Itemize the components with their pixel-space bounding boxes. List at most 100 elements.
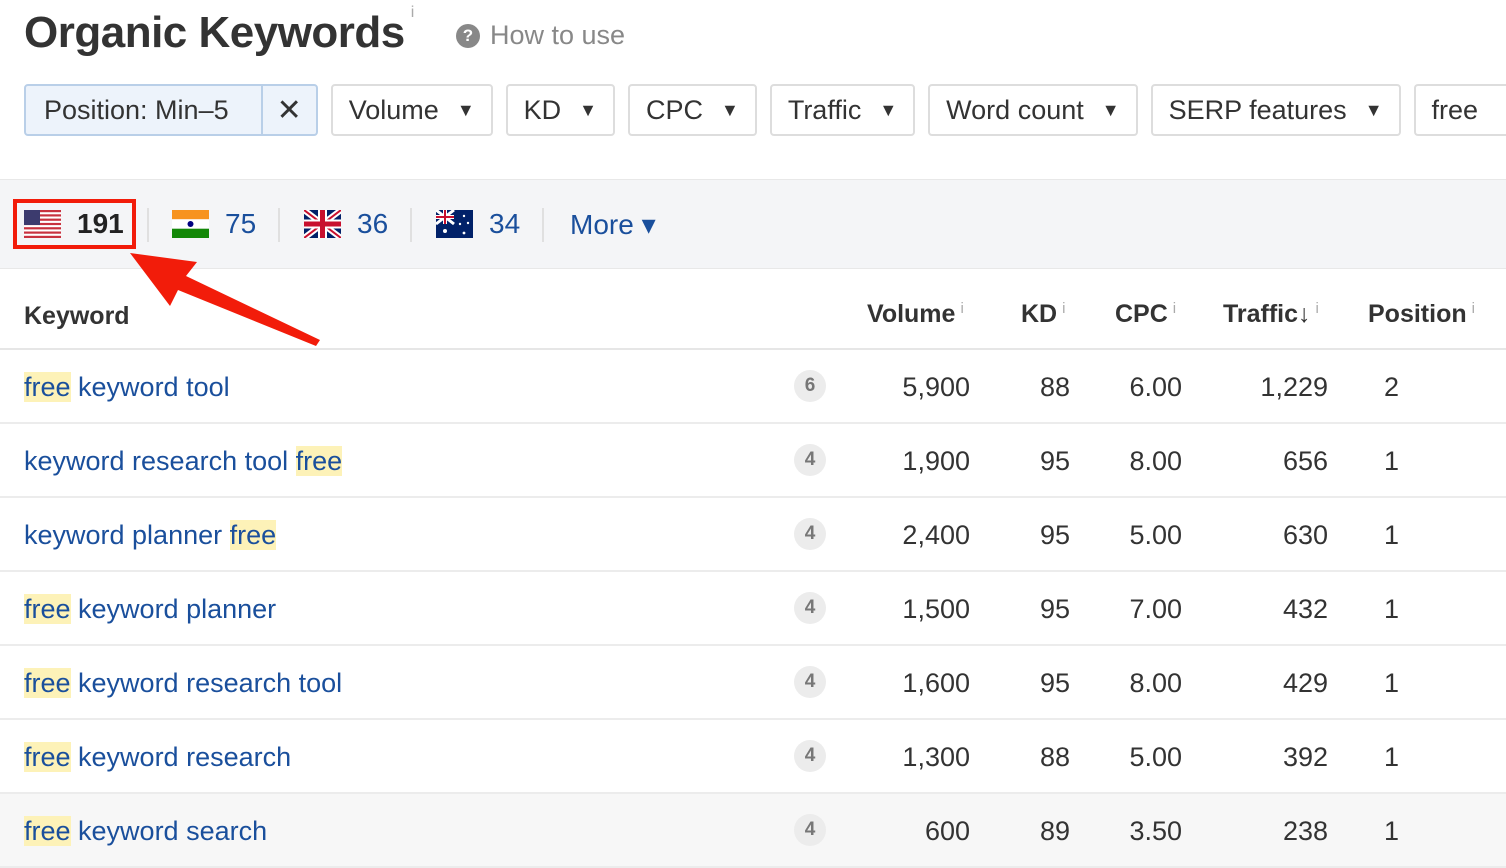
position-cell: 2 bbox=[1384, 372, 1400, 402]
keyword-highlight: free bbox=[24, 742, 71, 772]
column-kd[interactable]: KD i bbox=[1021, 300, 1066, 328]
caret-down-icon: ▼ bbox=[1101, 99, 1120, 120]
volume-cell: 2,400 bbox=[902, 520, 970, 550]
caret-down-icon: ▼ bbox=[879, 99, 898, 120]
caret-down-icon: ▼ bbox=[1364, 99, 1383, 120]
table-header: Keyword Volume i KD i CPC i Traffic↓ i Posit… bbox=[0, 280, 1506, 350]
page-title: Organic Keywords i bbox=[24, 4, 414, 57]
keyword-search-input[interactable]: free bbox=[1413, 84, 1506, 136]
traffic-cell: 656 bbox=[1282, 446, 1328, 476]
traffic-cell: 1,229 bbox=[1260, 372, 1328, 402]
position-filter[interactable]: Position: Min–5 ✕ bbox=[24, 84, 318, 136]
serp-features-badge[interactable]: 4 bbox=[794, 666, 826, 698]
help-icon: ? bbox=[456, 23, 480, 48]
keyword-highlight: free bbox=[295, 446, 343, 476]
position-cell: 1 bbox=[1384, 668, 1400, 698]
serp-features-badge[interactable]: 4 bbox=[794, 592, 826, 624]
country-india[interactable]: 75 bbox=[172, 208, 256, 240]
table-row: keyword research tool free 4 1,900 95 8.… bbox=[0, 424, 1506, 498]
traffic-filter[interactable]: Traffic ▼ bbox=[769, 84, 916, 136]
info-icon: i bbox=[1471, 300, 1475, 317]
volume-filter[interactable]: Volume ▼ bbox=[330, 84, 493, 136]
info-icon: i bbox=[1315, 300, 1319, 317]
position-cell: 1 bbox=[1384, 446, 1400, 476]
position-cell: 1 bbox=[1384, 816, 1400, 846]
kd-cell: 89 bbox=[1039, 816, 1070, 846]
serp-features-badge[interactable]: 6 bbox=[794, 370, 826, 402]
column-position[interactable]: Position i bbox=[1368, 300, 1475, 328]
annotation-highlight-box bbox=[13, 199, 136, 249]
keyword-link[interactable]: free keyword planner bbox=[24, 594, 277, 624]
serp-features-badge[interactable]: 4 bbox=[794, 444, 826, 476]
keyword-link[interactable]: free keyword tool bbox=[24, 372, 230, 402]
cpc-cell: 5.00 bbox=[1129, 742, 1182, 772]
clear-filter-button[interactable]: ✕ bbox=[260, 86, 316, 134]
table-row: keyword planner free 4 2,400 95 5.00 630… bbox=[0, 498, 1506, 572]
kd-cell: 95 bbox=[1039, 668, 1070, 698]
keyword-link[interactable]: free keyword search bbox=[24, 816, 268, 846]
how-to-use-link[interactable]: ? How to use bbox=[456, 20, 625, 51]
column-volume[interactable]: Volume i bbox=[867, 300, 964, 328]
cpc-cell: 3.50 bbox=[1129, 816, 1182, 846]
serp-features-badge[interactable]: 4 bbox=[794, 814, 826, 846]
caret-down-icon: ▼ bbox=[456, 99, 475, 120]
kd-cell: 88 bbox=[1039, 372, 1070, 402]
cpc-filter[interactable]: CPC ▼ bbox=[627, 84, 757, 136]
traffic-cell: 432 bbox=[1282, 594, 1328, 624]
info-icon: i bbox=[1062, 300, 1066, 317]
serp-features-badge[interactable]: 4 bbox=[794, 518, 826, 550]
table-row: free keyword planner 4 1,500 95 7.00 432… bbox=[0, 572, 1506, 646]
info-icon: i bbox=[1172, 300, 1177, 317]
cpc-cell: 7.00 bbox=[1129, 594, 1182, 624]
position-cell: 1 bbox=[1384, 520, 1400, 550]
keyword-link[interactable]: keyword planner free bbox=[24, 520, 277, 550]
keyword-highlight: free bbox=[24, 816, 71, 846]
volume-cell: 5,900 bbox=[902, 372, 970, 402]
kd-cell: 88 bbox=[1039, 742, 1070, 772]
position-cell: 1 bbox=[1384, 594, 1400, 624]
column-cpc[interactable]: CPC i bbox=[1115, 300, 1177, 328]
keyword-highlight: free bbox=[24, 372, 71, 402]
keyword-highlight: free bbox=[24, 668, 71, 698]
word-count-filter[interactable]: Word count ▼ bbox=[928, 84, 1138, 136]
cpc-cell: 5.00 bbox=[1129, 520, 1182, 550]
country-uk[interactable]: 36 bbox=[304, 208, 388, 240]
volume-cell: 1,500 bbox=[902, 594, 970, 624]
caret-down-icon: ▼ bbox=[579, 99, 597, 120]
info-icon[interactable]: i bbox=[410, 4, 415, 21]
country-australia[interactable]: 34 bbox=[436, 208, 520, 240]
australia-flag-icon bbox=[436, 210, 473, 238]
traffic-cell: 392 bbox=[1282, 742, 1328, 772]
serp-features-badge[interactable]: 4 bbox=[794, 740, 826, 772]
keyword-link[interactable]: free keyword research tool bbox=[24, 668, 343, 698]
uk-flag-icon bbox=[304, 210, 341, 238]
keyword-link[interactable]: keyword research tool free bbox=[24, 446, 343, 476]
cpc-cell: 8.00 bbox=[1129, 668, 1182, 698]
caret-down-icon: ▼ bbox=[721, 99, 739, 120]
us-flag-icon bbox=[24, 210, 61, 238]
position-cell: 1 bbox=[1384, 742, 1400, 772]
keyword-link[interactable]: free keyword research bbox=[24, 742, 292, 772]
traffic-cell: 238 bbox=[1282, 816, 1328, 846]
keyword-highlight: free bbox=[24, 594, 71, 624]
country-bar: 191 75 36 34 More ▾ bbox=[0, 179, 1506, 269]
info-icon: i bbox=[960, 300, 964, 317]
cpc-cell: 8.00 bbox=[1129, 446, 1182, 476]
column-keyword[interactable]: Keyword bbox=[24, 302, 130, 330]
column-traffic[interactable]: Traffic↓ i bbox=[1223, 300, 1319, 328]
country-us[interactable]: 191 bbox=[24, 208, 124, 240]
sort-desc-icon: ↓ bbox=[1298, 300, 1311, 328]
keyword-highlight: free bbox=[229, 520, 277, 550]
volume-cell: 600 bbox=[924, 816, 970, 846]
filter-bar: Position: Min–5 ✕ Volume ▼ KD ▼ CPC ▼ Traffi… bbox=[24, 84, 1506, 136]
more-countries-dropdown[interactable]: More ▾ bbox=[570, 209, 656, 240]
cpc-cell: 6.00 bbox=[1129, 372, 1182, 402]
serp-features-filter[interactable]: SERP features ▼ bbox=[1150, 84, 1401, 136]
kd-cell: 95 bbox=[1039, 446, 1070, 476]
kd-cell: 95 bbox=[1039, 594, 1070, 624]
india-flag-icon bbox=[172, 210, 209, 238]
traffic-cell: 630 bbox=[1282, 520, 1328, 550]
kd-filter[interactable]: KD ▼ bbox=[505, 84, 615, 136]
table-row: free keyword research tool 4 1,600 95 8.… bbox=[0, 646, 1506, 720]
